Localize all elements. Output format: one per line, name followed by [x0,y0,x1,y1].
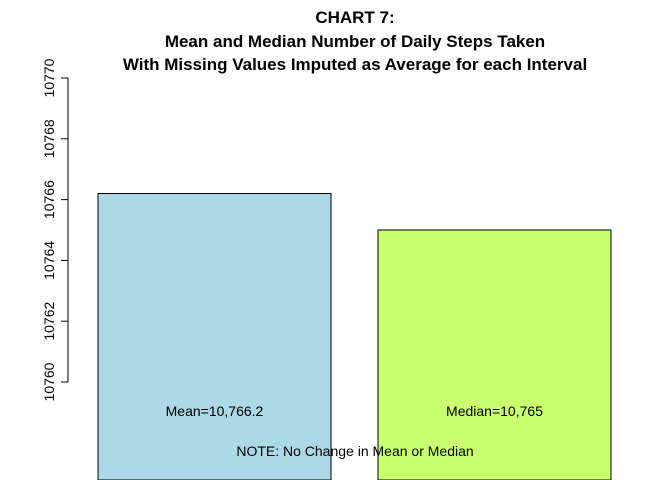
bars-group [97,193,612,480]
y-tick-label: 10770 [41,58,57,97]
chart-title-line-3: With Missing Values Imputed as Average f… [123,55,587,74]
y-tick-label: 10768 [41,119,57,158]
chart-note: NOTE: No Change in Mean or Median [236,443,473,459]
y-tick-label: 10766 [41,180,57,219]
y-tick-label: 10760 [41,362,57,401]
y-tick-label: 10762 [41,302,57,341]
bar-labels-group: Mean=10,766.2 Median=10,765 [166,403,544,419]
y-axis: 10760 10762 10764 10766 10768 10770 [41,58,69,401]
y-tick-label: 10764 [41,241,57,280]
chart-title: CHART 7: Mean and Median Number of Daily… [123,8,587,74]
bar-label-median: Median=10,765 [446,403,543,419]
bar-median [377,229,612,480]
chart-title-line-1: CHART 7: [315,8,394,27]
bar-mean [97,193,332,480]
bar-label-mean: Mean=10,766.2 [166,403,264,419]
chart-title-line-2: Mean and Median Number of Daily Steps Ta… [165,32,545,51]
